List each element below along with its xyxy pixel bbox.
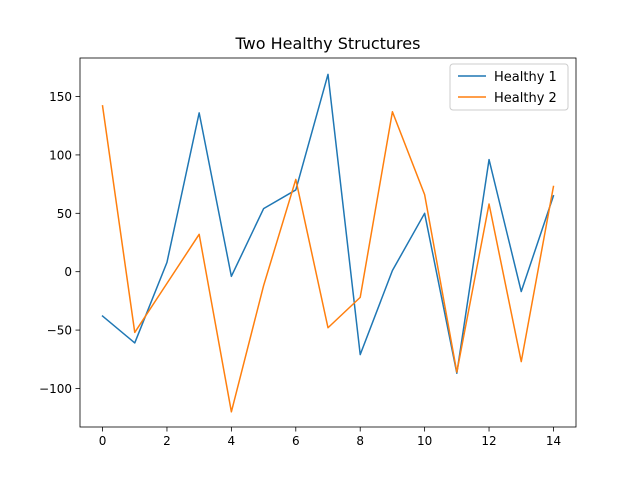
y-tick-label: 100 [49, 148, 72, 162]
y-tick-label: −50 [47, 324, 72, 338]
series-line-1 [101, 73, 555, 375]
x-tick-label: 2 [163, 434, 171, 448]
chart-title: Two Healthy Structures [235, 34, 421, 53]
x-tick-label: 4 [228, 434, 236, 448]
plot-area [79, 57, 577, 428]
series-layer [101, 73, 555, 413]
legend-label-2: Healthy 2 [494, 91, 557, 106]
y-tick-label: −100 [39, 382, 72, 396]
y-axis: −100 −50 0 50 100 150 [39, 90, 80, 396]
x-tick-label: 12 [481, 434, 496, 448]
x-tick-label: 10 [417, 434, 432, 448]
y-tick-label: 0 [64, 265, 72, 279]
y-tick-label: 50 [57, 207, 72, 221]
legend: Healthy 1 Healthy 2 [449, 63, 569, 111]
x-tick-label: 0 [99, 434, 107, 448]
y-tick-label: 150 [49, 90, 72, 104]
x-axis: 0 2 4 6 8 10 12 14 [99, 427, 561, 448]
legend-label-1: Healthy 1 [494, 70, 557, 85]
plot-frame [79, 57, 577, 428]
x-tick-label: 6 [292, 434, 300, 448]
x-tick-label: 8 [356, 434, 364, 448]
x-tick-label: 14 [546, 434, 561, 448]
series-line-2 [101, 105, 555, 413]
